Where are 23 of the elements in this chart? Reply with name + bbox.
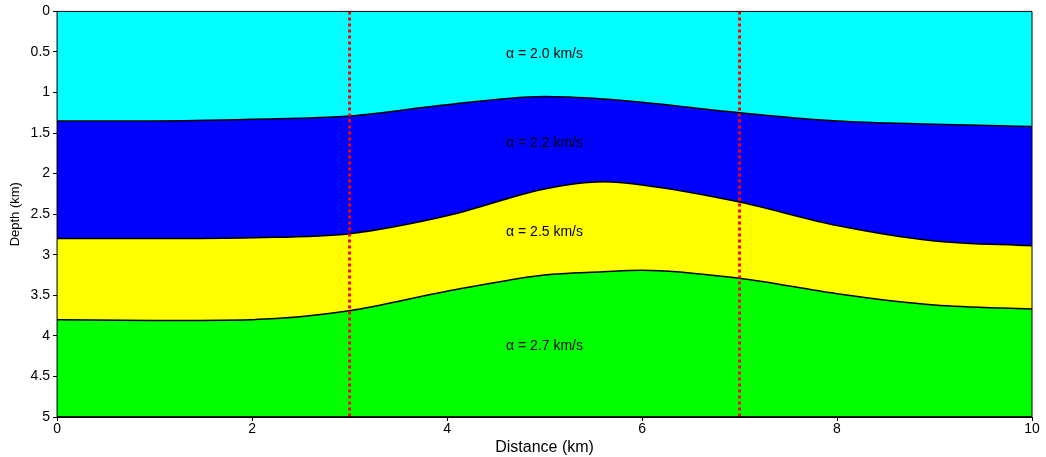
y-tick-label: 2 — [42, 164, 51, 181]
y-tick-label: 0.5 — [30, 42, 51, 59]
annotation: α = 2.2 km/s — [506, 133, 584, 150]
x-tick-label: 8 — [833, 420, 842, 437]
y-tick-label: 5 — [42, 407, 51, 424]
annotation: α = 2.5 km/s — [506, 222, 584, 239]
y-tick-label: 3 — [42, 245, 51, 262]
y-tick-label: 3.5 — [30, 286, 51, 303]
y-tick-label: 1.5 — [30, 123, 51, 140]
y-tick-label: 0 — [42, 2, 51, 19]
y-tick-label: 4.5 — [30, 367, 51, 384]
annotation: α = 2.0 km/s — [506, 44, 584, 61]
x-tick-label: 2 — [248, 420, 257, 437]
y-tick-label: 4 — [42, 326, 51, 343]
x-tick-label: 10 — [1024, 420, 1040, 437]
x-tick-label: 0 — [53, 420, 62, 437]
annotation: α = 2.7 km/s — [506, 336, 584, 353]
x-tick-label: 6 — [638, 420, 647, 437]
y-tick-label: 1 — [42, 83, 51, 100]
x-axis-title: Distance (km) — [495, 437, 594, 455]
y-axis-title: Depth (km) — [7, 182, 23, 247]
x-tick-label: 4 — [443, 420, 452, 437]
y-tick-label: 2.5 — [30, 205, 51, 222]
